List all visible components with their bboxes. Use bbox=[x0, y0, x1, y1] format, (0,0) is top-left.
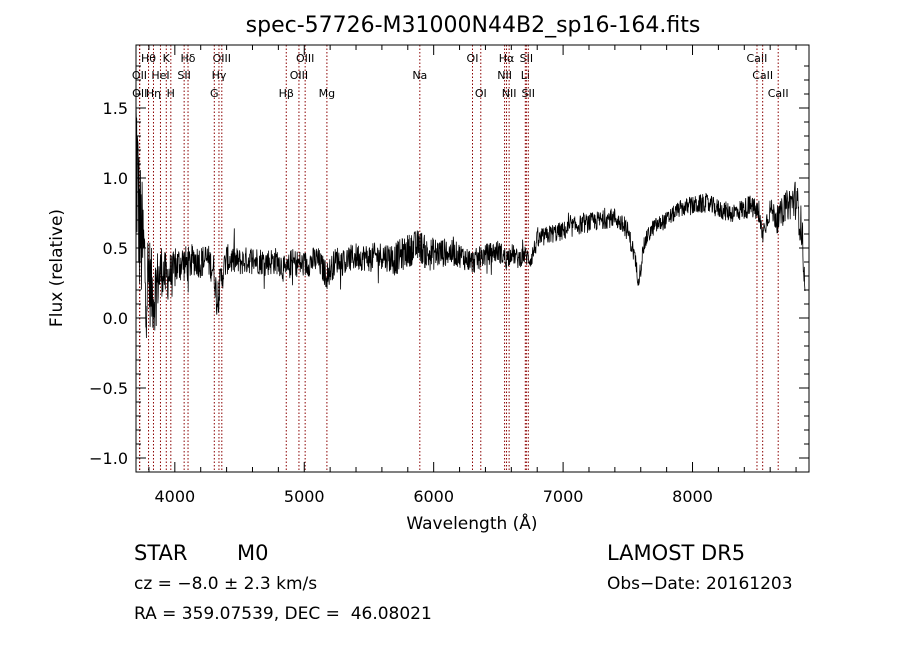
y-tick-label: 0.5 bbox=[103, 239, 128, 258]
line-marker-label: OIII bbox=[213, 52, 231, 65]
line-marker-label: CaII bbox=[752, 69, 773, 82]
x-tick-label: 6000 bbox=[413, 487, 454, 506]
line-marker-label: SII bbox=[177, 69, 190, 82]
line-marker-label: OI bbox=[475, 87, 487, 100]
y-tick-label: 0.0 bbox=[103, 309, 128, 328]
line-marker-label: NII bbox=[497, 69, 512, 82]
chart-title: spec-57726-M31000N44B2_sp16-164.fits bbox=[246, 13, 701, 38]
line-marker-label: SII bbox=[520, 52, 533, 65]
spectrum-series bbox=[135, 101, 806, 339]
line-marker-label: Hη bbox=[146, 87, 161, 100]
line-marker-label: HeI bbox=[151, 69, 169, 82]
line-marker-label: Mg bbox=[319, 87, 335, 100]
object-class: STAR bbox=[134, 541, 188, 565]
line-marker-label: CaII bbox=[768, 87, 789, 100]
y-tick-label: 1.5 bbox=[103, 99, 128, 118]
spectrum-line bbox=[135, 101, 806, 339]
line-marker-label: OIII bbox=[296, 52, 314, 65]
line-marker-label: G bbox=[210, 87, 219, 100]
obs-date: Obs−Date: 20161203 bbox=[607, 574, 793, 594]
plot-frame bbox=[135, 44, 810, 473]
object-subclass: M0 bbox=[237, 541, 269, 565]
line-marker-label: Hγ bbox=[212, 69, 227, 82]
x-tick-label: 4000 bbox=[154, 487, 195, 506]
line-marker-label: K bbox=[163, 52, 171, 65]
line-marker-label: Hβ bbox=[279, 87, 294, 100]
x-tick-label: 8000 bbox=[672, 487, 713, 506]
x-tick-label: 5000 bbox=[284, 487, 325, 506]
line-marker-label: Hθ bbox=[141, 52, 156, 65]
y-tick-label: 1.0 bbox=[103, 169, 128, 188]
line-marker-label: Hα bbox=[499, 52, 515, 65]
redshift-cz: cz = −8.0 ± 2.3 km/s bbox=[134, 574, 318, 594]
y-tick-label: −0.5 bbox=[89, 379, 128, 398]
line-marker-label: OI bbox=[467, 52, 479, 65]
y-axis-label: Flux (relative) bbox=[47, 209, 67, 327]
line-marker-label: SII bbox=[522, 87, 535, 100]
survey-name: LAMOST DR5 bbox=[607, 541, 746, 565]
axes: 4000 5000 6000 7000 8000 −1.0 −0.5 0.0 0.5 1.0 1.5 bbox=[89, 44, 810, 506]
x-tick-label: 7000 bbox=[543, 487, 584, 506]
coordinates: RA = 359.07539, DEC = 46.08021 bbox=[134, 604, 432, 624]
line-marker-label: Hδ bbox=[181, 52, 196, 65]
x-axis-label: Wavelength (Å) bbox=[406, 512, 537, 534]
line-marker-label: NII bbox=[502, 87, 517, 100]
y-tick-label: −1.0 bbox=[89, 449, 128, 468]
line-marker-label: Li bbox=[521, 69, 530, 82]
line-marker-label: CaII bbox=[747, 52, 768, 65]
line-marker-label: Na bbox=[412, 69, 427, 82]
line-marker-label: H bbox=[167, 87, 175, 100]
line-marker-label: OIII bbox=[290, 69, 308, 82]
